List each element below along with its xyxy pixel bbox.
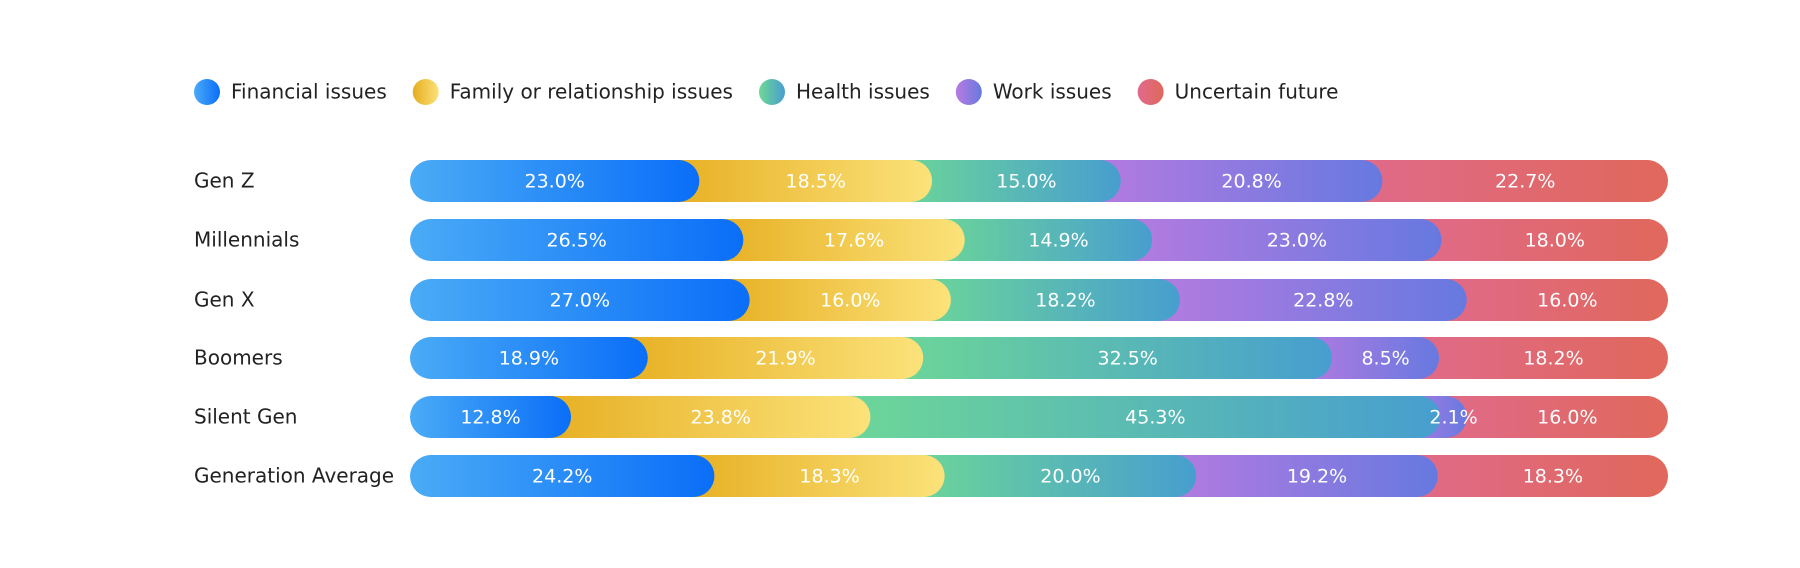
value-label: 19.2%	[1287, 466, 1347, 488]
bar-segment	[410, 337, 648, 379]
value-label: 18.5%	[786, 171, 846, 193]
category-label: Gen Z	[194, 169, 255, 193]
bar-segment	[1395, 455, 1668, 497]
value-label: 22.8%	[1293, 290, 1353, 312]
value-label: 45.3%	[1125, 407, 1185, 429]
plot-area: Gen Z 23.0% 18.5% 15.0% 20.8% 22.7% Millennial…	[194, 160, 1668, 497]
bar-segment	[1340, 160, 1668, 202]
bar-segment	[410, 219, 744, 261]
bar-segment	[1399, 219, 1668, 261]
category-label: Millennials	[194, 228, 299, 252]
legend-label: Financial issues	[231, 80, 387, 104]
category-label: Boomers	[194, 346, 283, 370]
value-label: 32.5%	[1098, 348, 1158, 370]
bar-segment	[529, 396, 871, 438]
value-label: 18.0%	[1525, 230, 1585, 252]
legend: Financial issues Family or relationship i…	[194, 79, 1338, 105]
value-label: 20.8%	[1221, 171, 1281, 193]
legend-swatch	[412, 79, 439, 105]
legend-label: Health issues	[796, 80, 930, 104]
legend-swatch	[194, 79, 220, 105]
value-label: 18.3%	[1523, 466, 1583, 488]
value-label: 14.9%	[1028, 230, 1088, 252]
bar-segment	[701, 219, 965, 261]
value-label: 17.6%	[824, 230, 884, 252]
bar-segment	[890, 160, 1121, 202]
value-label: 27.0%	[550, 290, 610, 312]
value-label: 20.0%	[1040, 466, 1100, 488]
bar-segment	[1078, 160, 1383, 202]
bar-segment	[1137, 279, 1467, 321]
value-label: 8.5%	[1361, 348, 1409, 370]
value-label: 24.2%	[532, 466, 592, 488]
bar-segment	[410, 279, 750, 321]
bar-segment	[657, 160, 933, 202]
category-label: Generation Average	[194, 464, 394, 488]
value-label: 2.1%	[1429, 407, 1477, 429]
bar-segment	[707, 279, 951, 321]
value-label: 23.0%	[524, 171, 584, 193]
value-label: 23.8%	[691, 407, 751, 429]
bar-segment	[922, 219, 1153, 261]
value-label: 12.8%	[460, 407, 520, 429]
legend-label: Family or relationship issues	[450, 80, 733, 104]
value-label: 16.0%	[1537, 290, 1597, 312]
bar-segment	[1154, 455, 1438, 497]
value-label: 18.9%	[499, 348, 559, 370]
bar-segment	[1424, 396, 1668, 438]
value-label: 18.3%	[799, 466, 859, 488]
value-label: 16.0%	[820, 290, 880, 312]
legend-swatch	[758, 79, 785, 105]
bar-segment	[410, 396, 572, 438]
value-label: 21.9%	[755, 348, 815, 370]
value-label: 16.0%	[1537, 407, 1597, 429]
bar-segment	[908, 279, 1180, 321]
value-label: 18.2%	[1035, 290, 1095, 312]
value-label: 23.0%	[1267, 230, 1327, 252]
value-label: 26.5%	[547, 230, 607, 252]
bar-segment	[410, 160, 700, 202]
value-label: 22.7%	[1495, 171, 1555, 193]
bar-segment	[410, 455, 715, 497]
legend-swatch	[955, 79, 982, 105]
category-label: Gen X	[194, 288, 255, 312]
bar-segment	[881, 337, 1333, 379]
legend-label: Uncertain future	[1175, 80, 1339, 104]
bar-segment	[828, 396, 1441, 438]
legend-label: Work issues	[993, 80, 1112, 104]
bar-segment	[1110, 219, 1442, 261]
value-label: 15.0%	[996, 171, 1056, 193]
category-label: Silent Gen	[194, 405, 297, 429]
bar-segment	[605, 337, 924, 379]
bar-segment	[1397, 337, 1668, 379]
bar-segment	[1424, 279, 1668, 321]
value-label: 18.2%	[1523, 348, 1583, 370]
bar-segment	[902, 455, 1197, 497]
bar-segment	[672, 455, 945, 497]
legend-swatch	[1137, 79, 1164, 105]
